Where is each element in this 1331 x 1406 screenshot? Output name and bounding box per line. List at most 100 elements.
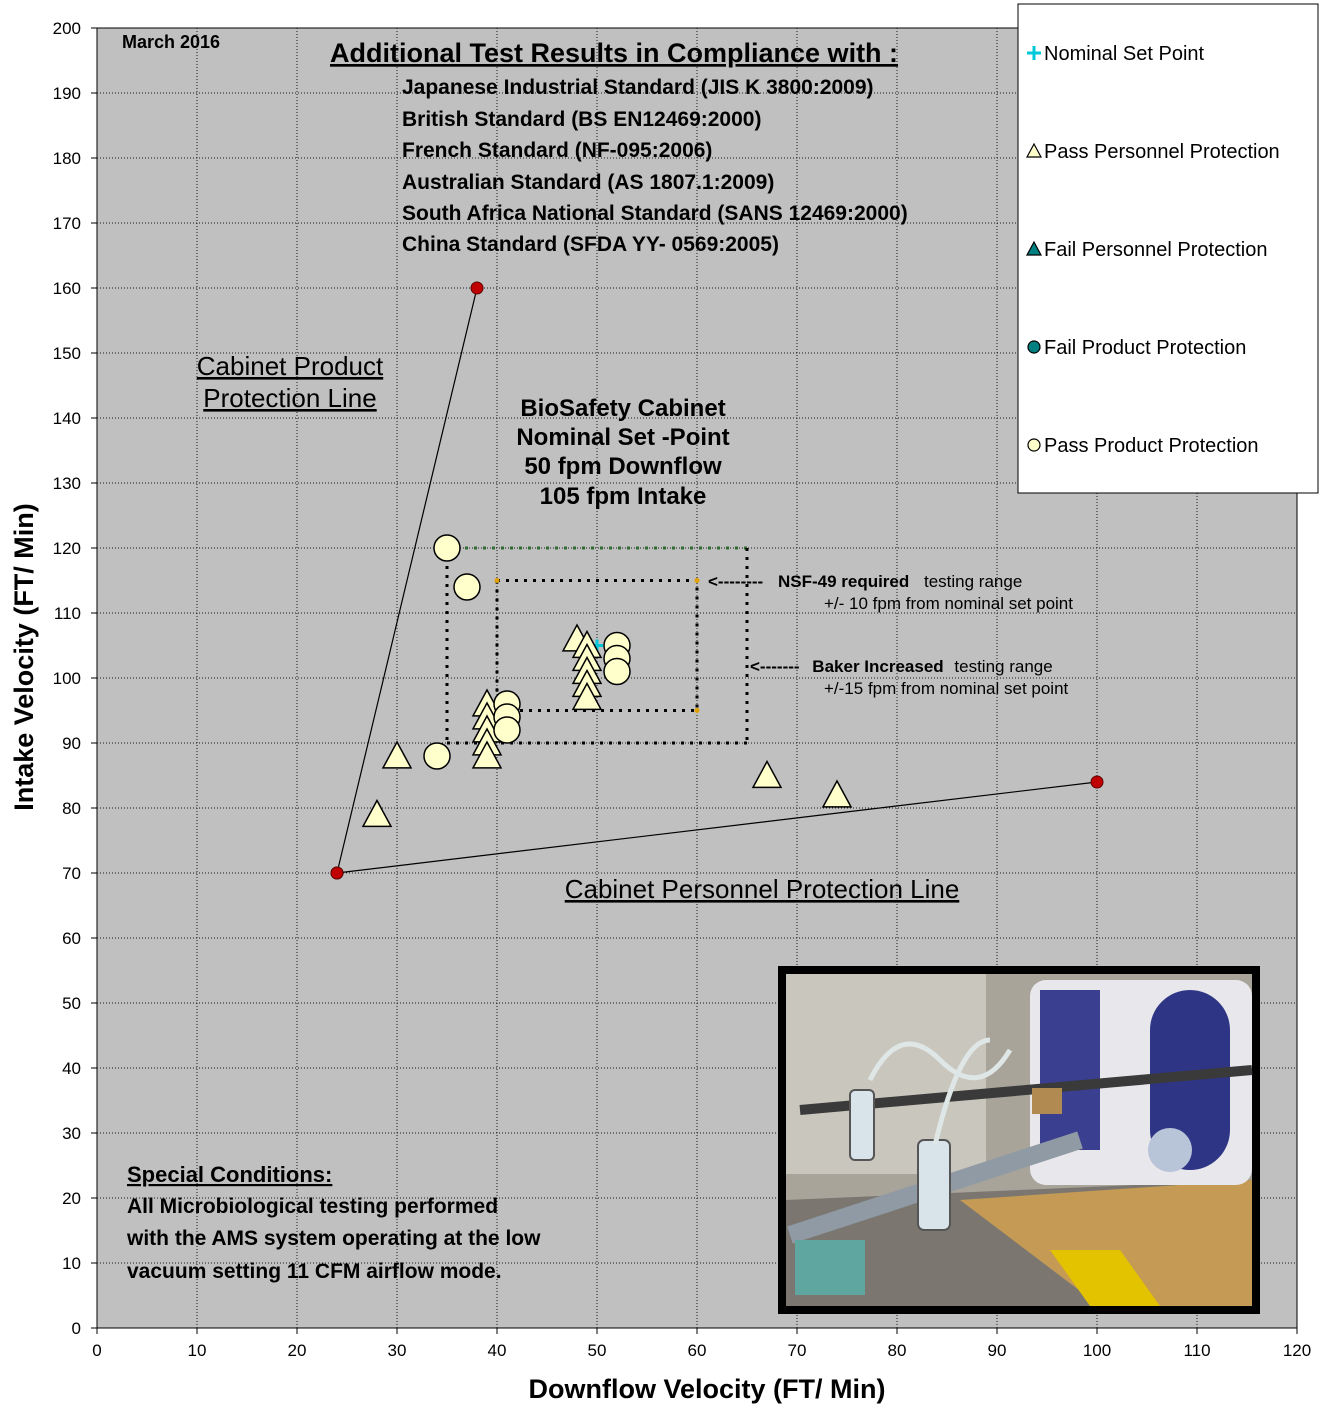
x-tick-label: 40 — [488, 1341, 507, 1360]
x-tick-label: 10 — [188, 1341, 207, 1360]
circle-marker — [423, 742, 451, 770]
baker-bold: Baker Increased — [812, 657, 943, 676]
triangle-marker — [361, 798, 393, 828]
nsf-range-box — [495, 579, 699, 712]
y-tick-label: 90 — [62, 734, 81, 753]
nsf-annotation: <-------- NSF-49 required testing range — [708, 572, 1022, 591]
legend-label: Pass Personnel Protection — [1044, 141, 1280, 163]
legend-box — [1017, 3, 1319, 494]
y-tick-label: 70 — [62, 864, 81, 883]
circle-marker — [453, 573, 481, 601]
x-tick-label: 100 — [1083, 1341, 1111, 1360]
legend-label: Pass Product Protection — [1044, 435, 1259, 457]
x-tick-label: 20 — [288, 1341, 307, 1360]
range-corner-point — [494, 578, 500, 583]
compliance-line: China Standard (SFDA YY- 0569:2005) — [402, 233, 779, 256]
nominal-set-point-block: BioSafety Cabinet Nominal Set -Point 50 … — [516, 395, 729, 510]
legend-label: Fail Product Protection — [1044, 337, 1246, 359]
nsf-annotation-line2: +/- 10 fpm from nominal set point — [824, 594, 1073, 613]
y-tick-label: 110 — [54, 604, 81, 623]
legend-label: Nominal Set Point — [1044, 43, 1205, 65]
triangle-outline-icon — [1025, 142, 1043, 158]
special-conditions: Special Conditions: All Microbiological … — [126, 1162, 541, 1283]
x-tick-label: 50 — [588, 1341, 607, 1360]
baker-arrow: <------- — [750, 657, 800, 676]
range-corner-point — [694, 708, 700, 713]
legend-item-fail-product: Fail Product Protection — [1027, 337, 1246, 359]
protection-line-endpoint — [330, 866, 344, 880]
compliance-line: South Africa National Standard (SANS 124… — [402, 202, 908, 225]
x-tick-label: 120 — [1283, 1341, 1311, 1360]
x-tick-label: 70 — [788, 1341, 807, 1360]
x-axis-ticks: 0 10 20 30 40 50 60 70 80 90 100 110 120 — [92, 1328, 1311, 1360]
nominal-line: Nominal Set -Point — [516, 424, 729, 451]
nsf-arrow: <-------- — [708, 572, 763, 591]
date-label: March 2016 — [122, 32, 220, 52]
triangle-filled-icon — [1025, 240, 1043, 256]
legend-label: Fail Personnel Protection — [1044, 239, 1267, 261]
compliance-line: French Standard (NF-095:2006) — [402, 139, 712, 162]
y-axis-title: Intake Velocity (FT/ Min) — [9, 503, 39, 811]
x-tick-label: 0 — [92, 1341, 101, 1360]
nsf-bold: NSF-49 required — [778, 572, 909, 591]
y-tick-label: 100 — [53, 669, 81, 688]
product-line-label-1: Cabinet Product — [197, 351, 384, 381]
baker-annotation-line2: +/-15 fpm from nominal set point — [824, 679, 1069, 698]
legend-item-pass-product: Pass Product Protection — [1027, 435, 1259, 457]
triangle-marker — [821, 779, 853, 808]
y-tick-label: 190 — [53, 84, 81, 103]
y-tick-label: 150 — [53, 344, 81, 363]
protection-line-endpoint — [470, 281, 484, 295]
legend: Nominal Set Point Pass Personnel Protect… — [1017, 3, 1319, 494]
y-tick-label: 40 — [62, 1059, 81, 1078]
y-tick-label: 170 — [53, 214, 81, 233]
y-tick-label: 180 — [53, 149, 81, 168]
x-tick-label: 90 — [988, 1341, 1007, 1360]
triangle-marker — [751, 759, 783, 789]
special-line: with the AMS system operating at the low — [126, 1227, 541, 1250]
y-tick-label: 60 — [62, 929, 81, 948]
circle-marker — [493, 716, 521, 744]
product-protection-line — [336, 287, 478, 874]
special-line: All Microbiological testing performed — [127, 1195, 498, 1218]
baker-annotation: <------- Baker Increased testing range — [750, 657, 1053, 676]
legend-item-nominal: Nominal Set Point — [1027, 43, 1205, 65]
legend-item-fail-personnel: Fail Personnel Protection — [1025, 239, 1267, 261]
nominal-line: 50 fpm Downflow — [524, 453, 722, 480]
x-tick-label: 110 — [1183, 1341, 1210, 1360]
plus-marker-icon — [1027, 46, 1041, 60]
protection-line-endpoint — [1090, 775, 1104, 789]
compliance-line: Australian Standard (AS 1807.1:2009) — [402, 171, 774, 194]
range-corner-point — [694, 578, 700, 583]
x-axis-title: Downflow Velocity (FT/ Min) — [529, 1374, 886, 1404]
circle-marker — [603, 657, 631, 686]
y-tick-label: 50 — [62, 994, 81, 1013]
circle-outline-icon — [1027, 438, 1041, 452]
triangle-marker — [471, 740, 503, 769]
personnel-line-label: Cabinet Personnel Protection Line — [565, 874, 960, 904]
special-line: vacuum setting 11 CFM airflow mode. — [127, 1260, 502, 1283]
data-markers — [361, 534, 853, 828]
compliance-list: Japanese Industrial Standard (JIS K 3800… — [402, 76, 908, 256]
y-tick-label: 80 — [62, 799, 81, 818]
y-tick-label: 10 — [62, 1254, 81, 1273]
x-tick-label: 60 — [688, 1341, 707, 1360]
y-tick-label: 120 — [53, 539, 81, 558]
y-tick-label: 20 — [62, 1189, 81, 1208]
product-line-label-2: Protection Line — [203, 383, 376, 413]
x-tick-label: 30 — [388, 1341, 407, 1360]
compliance-line: Japanese Industrial Standard (JIS K 3800… — [402, 76, 874, 99]
y-tick-label: 200 — [53, 19, 81, 38]
triangle-marker — [381, 740, 413, 769]
compliance-title: Additional Test Results in Compliance wi… — [330, 38, 898, 68]
legend-item-pass-personnel: Pass Personnel Protection — [1025, 141, 1280, 163]
equipment-photo — [778, 966, 1260, 1314]
y-tick-label: 130 — [53, 474, 81, 493]
protection-lines — [330, 281, 1104, 880]
nominal-line: 105 fpm Intake — [540, 483, 707, 510]
special-title: Special Conditions: — [127, 1162, 332, 1187]
compliance-line: British Standard (BS EN12469:2000) — [402, 108, 761, 131]
baker-rest: testing range — [954, 657, 1052, 676]
y-axis-ticks: 0 10 20 30 40 50 60 70 80 90 100 110 120 130 140 150 160… — [53, 19, 97, 1338]
